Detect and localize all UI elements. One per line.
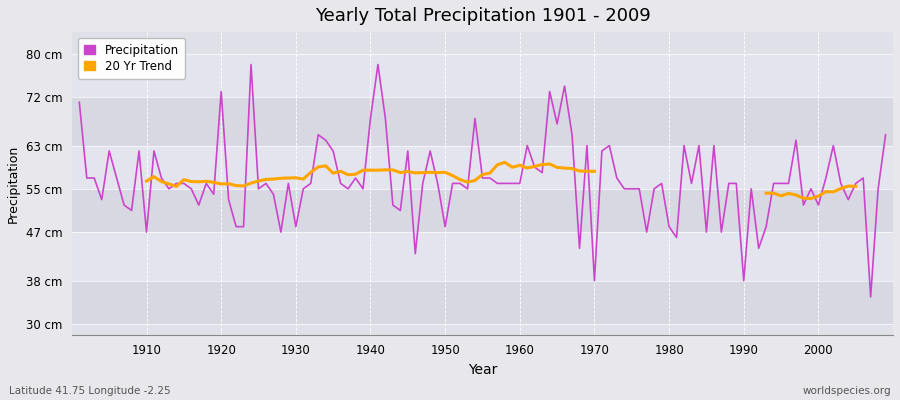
Y-axis label: Precipitation: Precipitation: [7, 144, 20, 222]
Title: Yearly Total Precipitation 1901 - 2009: Yearly Total Precipitation 1901 - 2009: [315, 7, 651, 25]
Legend: Precipitation, 20 Yr Trend: Precipitation, 20 Yr Trend: [77, 38, 184, 79]
Bar: [72, 54, 893, 97]
X-axis label: Year: Year: [468, 363, 497, 377]
Bar: [72, 146, 893, 189]
Text: worldspecies.org: worldspecies.org: [803, 386, 891, 396]
Bar: [72, 97, 893, 146]
Bar: [72, 232, 893, 281]
Bar: [72, 189, 893, 232]
Bar: [72, 281, 893, 324]
Text: Latitude 41.75 Longitude -2.25: Latitude 41.75 Longitude -2.25: [9, 386, 171, 396]
